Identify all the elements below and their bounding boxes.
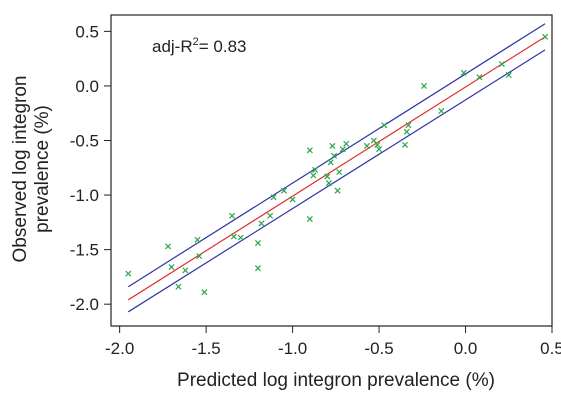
data-point (405, 122, 412, 129)
data-point (370, 137, 377, 144)
data-point (498, 61, 505, 68)
data-point (125, 270, 132, 277)
y-tick-label: -2.0 (70, 295, 99, 314)
data-point (476, 74, 483, 81)
data-point (403, 128, 410, 135)
data-point (267, 212, 274, 219)
y-tick-label: -0.5 (70, 131, 99, 150)
y-tick-label: -1.5 (70, 241, 99, 260)
x-tick-label: -0.5 (364, 339, 393, 358)
data-point (363, 142, 370, 149)
data-point (306, 147, 313, 154)
data-point (182, 267, 189, 274)
data-point (374, 141, 381, 148)
data-point (289, 196, 296, 203)
y-tick-label: 0.0 (75, 77, 99, 96)
data-point (339, 146, 346, 153)
data-point (194, 236, 201, 243)
data-point (258, 220, 265, 227)
data-point (270, 194, 277, 201)
x-tick-label: -2.0 (105, 339, 134, 358)
data-point (310, 172, 317, 179)
y-tick-label: -1.0 (70, 186, 99, 205)
data-point (230, 233, 237, 240)
data-point (381, 122, 388, 129)
data-point (280, 187, 287, 194)
adj-r2-annotation: adj-R2= 0.83 (152, 36, 247, 56)
data-point (254, 265, 262, 272)
x-tick-label: 0.5 (540, 339, 561, 358)
data-point (237, 234, 244, 241)
data-point (460, 69, 467, 76)
regression-lines (127, 23, 546, 313)
data-point (343, 140, 350, 147)
data-point (542, 33, 549, 40)
data-point (196, 253, 203, 260)
data-point (505, 71, 512, 79)
data-point (438, 108, 445, 115)
data-point (420, 82, 428, 89)
data-point (329, 142, 336, 149)
data-point (324, 173, 331, 180)
data-point (168, 264, 175, 271)
data-point (201, 289, 208, 296)
y-axis-label-line-2: prevalence (%) (32, 105, 53, 233)
data-point (306, 216, 313, 223)
data-point (175, 283, 182, 290)
data-point (331, 152, 338, 159)
fit-line (127, 36, 546, 301)
data-point (327, 159, 334, 166)
axis-ticks: -2.0 -1.5 -1.0 -0.5 0.0 0.5 -2.0 -1.5 -1.0 -0.5 0.… (70, 22, 561, 358)
x-tick-label: -1.0 (278, 339, 307, 358)
data-point (401, 141, 409, 148)
x-tick-label: 0.0 (454, 339, 478, 358)
data-point (229, 212, 236, 219)
ci-lower-line (127, 49, 546, 313)
data-point (334, 187, 341, 194)
y-axis-label-line-1: Observed log integron (10, 76, 31, 263)
data-point (376, 146, 383, 153)
data-point (165, 243, 172, 250)
plot-frame (110, 14, 553, 327)
x-tick-label: -1.5 (191, 339, 220, 358)
data-point (254, 240, 262, 247)
data-point (325, 180, 332, 187)
ci-upper-line (127, 23, 546, 288)
data-point (312, 166, 319, 173)
y-tick-label: 0.5 (75, 22, 99, 41)
data-point (336, 169, 343, 176)
x-axis-label: Predicted log integron prevalence (%) (177, 370, 495, 391)
data-points (125, 33, 549, 296)
